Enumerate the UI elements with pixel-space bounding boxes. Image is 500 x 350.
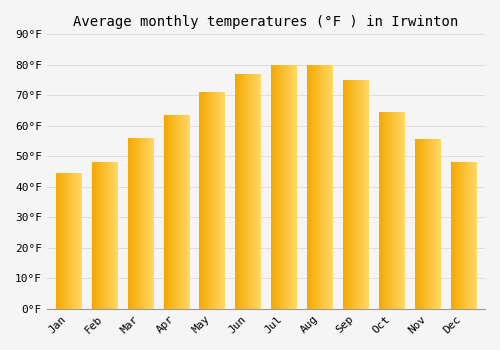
Bar — [379, 112, 404, 309]
Bar — [92, 162, 117, 309]
Bar — [307, 65, 332, 309]
Bar — [200, 92, 224, 309]
Bar — [164, 115, 188, 309]
Bar — [56, 173, 81, 309]
Bar — [343, 80, 368, 309]
Bar — [272, 65, 296, 309]
Bar — [451, 162, 476, 309]
Bar — [415, 140, 440, 309]
Bar — [128, 138, 153, 309]
Bar — [236, 74, 260, 309]
Title: Average monthly temperatures (°F ) in Irwinton: Average monthly temperatures (°F ) in Ir… — [74, 15, 458, 29]
